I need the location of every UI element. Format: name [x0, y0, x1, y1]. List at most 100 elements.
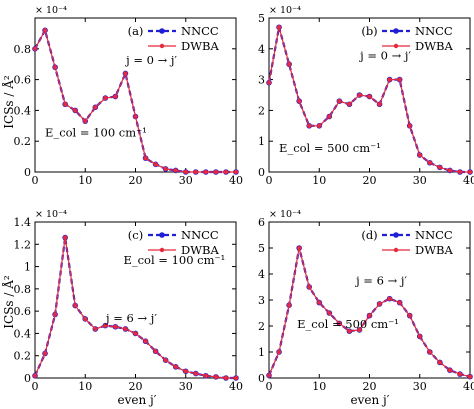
legend-marker-dwba: [393, 247, 399, 253]
data-point-dwba: [347, 329, 352, 334]
x-axis-label-left: even j′: [118, 393, 157, 407]
data-point-dwba: [367, 313, 372, 318]
data-point-dwba: [83, 118, 88, 124]
y-tick-label: 0.2: [14, 135, 32, 148]
data-point-dwba: [42, 351, 48, 356]
y-tick-label: 3: [258, 294, 265, 307]
data-point-dwba: [437, 360, 443, 365]
y-tick-label: 0.4: [14, 104, 32, 117]
data-point-dwba: [223, 375, 229, 381]
energy-annotation: E_col = 100 cm⁻¹: [123, 253, 225, 267]
x-tick-label: 0: [32, 380, 39, 393]
y-tick-label: 0: [24, 372, 31, 385]
y-tick-label: 0.6: [14, 305, 32, 318]
panel-c: 0 10 20 30 40 0 0.2 0.4 0.6 0.8 1 1.2 1.4× 10⁻⁴ NNCCD…: [14, 209, 244, 393]
data-point-dwba: [407, 123, 412, 128]
data-point-dwba: [427, 160, 432, 165]
data-point-dwba: [93, 326, 98, 332]
data-point-dwba: [183, 369, 188, 374]
legend-marker-dwba: [159, 43, 165, 49]
data-point-dwba: [437, 165, 443, 170]
legend-marker-dwba: [393, 43, 399, 49]
data-point-dwba: [203, 169, 209, 175]
series-line-dwba: [268, 247, 471, 378]
data-point-dwba: [123, 71, 128, 76]
legend-marker-dwba: [159, 247, 165, 253]
y-tick-label: 1.2: [14, 238, 32, 251]
data-point-dwba: [397, 77, 402, 82]
y-tick-label: 4: [258, 43, 265, 56]
data-point-dwba: [163, 166, 168, 172]
panel-label: (b): [361, 24, 377, 38]
transition-annotation: j = 0 → j′: [124, 53, 177, 67]
data-point-dwba: [447, 168, 453, 173]
data-point-dwba: [276, 25, 282, 30]
data-point-dwba: [387, 77, 392, 82]
data-point-dwba: [307, 284, 312, 290]
legend-label-nncc: NNCC: [415, 228, 453, 242]
data-point-dwba: [153, 349, 158, 354]
data-point-dwba: [337, 98, 342, 104]
data-point-dwba: [133, 114, 138, 119]
data-point-dwba: [183, 169, 188, 175]
data-point-dwba: [193, 371, 198, 376]
data-point-dwba: [52, 65, 58, 70]
panel-label: (c): [128, 228, 143, 242]
exponent-label: × 10⁻⁴: [35, 5, 67, 16]
data-point-dwba: [173, 168, 178, 173]
panel-label: (d): [361, 228, 377, 242]
y-tick-label: 0.2: [14, 350, 32, 363]
x-tick-label: 20: [129, 380, 143, 393]
data-point-dwba: [417, 334, 422, 339]
x-tick-label: 20: [363, 174, 377, 187]
data-point-dwba: [457, 169, 463, 175]
data-point-dwba: [103, 323, 108, 328]
data-point-dwba: [213, 169, 219, 175]
y-tick-label: 0: [258, 372, 265, 385]
transition-annotation: j = 6 → j′: [354, 273, 407, 287]
x-tick-label: 10: [312, 380, 326, 393]
data-point-dwba: [113, 94, 118, 99]
data-point-dwba: [447, 368, 453, 373]
data-point-dwba: [32, 46, 38, 51]
data-point-dwba: [397, 300, 402, 305]
legend-marker-nncc: [159, 28, 165, 34]
data-point-dwba: [317, 300, 322, 305]
x-tick-label: 30: [179, 380, 193, 393]
data-point-dwba: [163, 357, 168, 363]
y-tick-label: 1: [258, 346, 265, 359]
data-point-dwba: [347, 102, 352, 107]
panel-label: (a): [128, 24, 144, 38]
data-point-dwba: [73, 108, 78, 113]
data-point-dwba: [266, 80, 272, 85]
y-tick-label: 2: [258, 320, 265, 333]
y-tick-label: 5: [258, 12, 265, 25]
data-point-dwba: [367, 94, 372, 99]
data-point-dwba: [143, 339, 148, 344]
legend-label-nncc: NNCC: [181, 228, 219, 242]
data-point-dwba: [407, 313, 412, 318]
y-tick-label: 0.6: [14, 74, 32, 87]
data-point-dwba: [173, 364, 178, 370]
x-tick-label: 0: [266, 174, 273, 187]
data-point-dwba: [377, 301, 382, 307]
legend-marker-nncc: [393, 232, 399, 238]
legend-marker-nncc: [159, 232, 165, 238]
y-tick-label: 0: [24, 166, 31, 179]
energy-annotation: E_col = 500 cm⁻¹: [279, 141, 381, 155]
data-point-dwba: [427, 349, 432, 355]
y-tick-label: 0: [258, 166, 265, 179]
data-point-dwba: [327, 310, 332, 316]
data-point-dwba: [153, 162, 158, 167]
exponent-label: × 10⁻⁴: [269, 5, 301, 16]
data-point-dwba: [32, 373, 38, 378]
data-point-dwba: [193, 169, 198, 175]
x-axis-label-right: even j′: [351, 393, 390, 407]
